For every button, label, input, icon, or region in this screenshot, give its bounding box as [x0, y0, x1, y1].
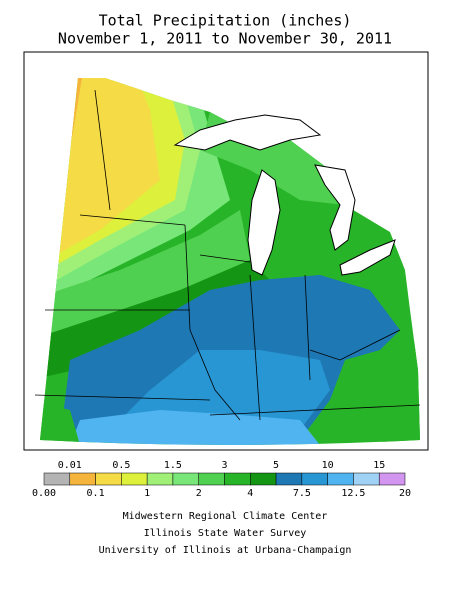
- legend-label: 10: [322, 460, 334, 471]
- legend-label: 5: [273, 460, 279, 471]
- lake-erie: [339, 239, 396, 276]
- border: [94, 89, 111, 211]
- lake-huron: [314, 164, 356, 251]
- border: [249, 274, 261, 421]
- border: [184, 224, 241, 421]
- legend-label: 15: [373, 460, 385, 471]
- border: [209, 404, 421, 416]
- legend-swatch: [172, 472, 199, 486]
- precip-field: [40, 78, 420, 445]
- border: [304, 274, 311, 381]
- legend-label: 4: [247, 488, 253, 499]
- map-frame: [23, 51, 429, 451]
- border: [34, 394, 211, 401]
- legend-label: 0.1: [87, 488, 105, 499]
- legend-swatch: [95, 472, 122, 486]
- legend-label: 1.5: [164, 460, 182, 471]
- legend-swatch: [250, 472, 277, 486]
- legend-swatch: [69, 472, 96, 486]
- legend-swatch: [121, 472, 148, 486]
- legend-swatch: [301, 472, 328, 486]
- field-band: [350, 340, 420, 445]
- legend-swatch: [146, 472, 174, 486]
- legend-swatch: [353, 472, 380, 486]
- legend-label: 0.5: [112, 460, 130, 471]
- legend-label: 0.01: [58, 460, 82, 471]
- legend-label: 0.00: [32, 488, 56, 499]
- legend-label: 12.5: [341, 488, 365, 499]
- legend-swatch: [43, 472, 71, 486]
- border: [309, 329, 401, 361]
- legend: 0.00 0.1 1 2 4 7.5 12.5 20 0.01 0.5 1.5 3 5 10 15: [32, 460, 411, 499]
- credit: University of Illinois at Urbana-Champai…: [99, 545, 352, 556]
- legend-swatch: [327, 472, 354, 486]
- state-borders: [34, 89, 421, 421]
- legend-swatch: [378, 472, 406, 486]
- legend-label: 7.5: [293, 488, 311, 499]
- lake-michigan: [247, 169, 281, 276]
- lake-superior: [173, 114, 322, 151]
- field-band: [70, 410, 320, 445]
- legend-swatch: [224, 472, 251, 486]
- border: [79, 214, 186, 226]
- border: [199, 254, 251, 263]
- title: Total Precipitation (inches): [99, 12, 352, 30]
- legend-swatch: [198, 472, 225, 486]
- legend-label: 20: [399, 488, 411, 499]
- lakes: [173, 114, 396, 276]
- legend-label: 1: [144, 488, 150, 499]
- credit: Midwestern Regional Climate Center: [123, 511, 328, 522]
- legend-label: 2: [196, 488, 202, 499]
- legend-label: 3: [221, 460, 227, 471]
- subtitle: November 1, 2011 to November 30, 2011: [58, 30, 392, 48]
- legend-swatch: [275, 472, 303, 486]
- credit: Illinois State Water Survey: [144, 528, 307, 539]
